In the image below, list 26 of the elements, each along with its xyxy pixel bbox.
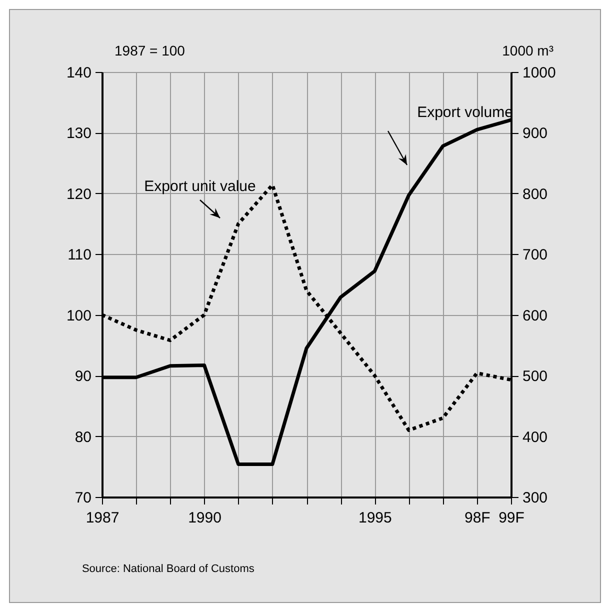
y2-tick-label: 500 xyxy=(522,368,548,386)
y2-tick-label: 900 xyxy=(522,125,548,142)
y2-tick-label: 400 xyxy=(522,428,548,446)
series-label: Export unit value xyxy=(144,178,256,195)
x-tick-label: 1995 xyxy=(358,510,392,526)
y2-tick-label: 1000 xyxy=(522,64,556,82)
y2-tick-label: 800 xyxy=(522,186,548,203)
y2-axis-title: 1000 m³ xyxy=(502,42,554,58)
x-tick-label: 99F xyxy=(498,510,524,526)
y-tick-label: 110 xyxy=(68,246,92,264)
y-tick-label: 90 xyxy=(74,368,92,386)
y-tick-label: 130 xyxy=(66,125,92,142)
x-tick-label: 1990 xyxy=(188,510,222,526)
y2-tick-label: 300 xyxy=(522,490,548,506)
y-tick-label: 140 xyxy=(66,64,92,82)
x-tick-label: 98F xyxy=(464,510,490,526)
y-tick-label: 120 xyxy=(66,186,92,203)
y2-tick-label: 700 xyxy=(522,246,548,264)
series-label: Export volume xyxy=(417,104,513,121)
y-tick-label: 80 xyxy=(74,428,92,446)
y-axis-title: 1987 = 100 xyxy=(114,42,186,58)
source-note: Source: National Board of Customs xyxy=(82,563,255,575)
y-tick-label: 70 xyxy=(74,490,92,506)
y-tick-label: 100 xyxy=(66,307,92,324)
y2-tick-label: 600 xyxy=(522,307,548,324)
x-tick-label: 1987 xyxy=(86,510,120,526)
